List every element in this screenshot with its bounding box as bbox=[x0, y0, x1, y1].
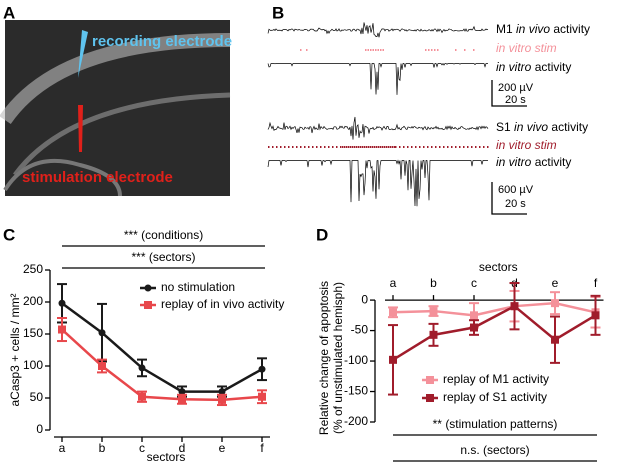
y-tick-label: 150 bbox=[23, 326, 43, 340]
x-tick-label: a bbox=[59, 441, 66, 455]
y-axis-label: (% of unstimulated hemisph) bbox=[331, 282, 345, 434]
legend-label: replay of S1 activity bbox=[443, 390, 547, 404]
scale-label: 20 s bbox=[505, 198, 526, 210]
series-line bbox=[61, 328, 263, 402]
marker bbox=[591, 311, 600, 320]
y-axis-label: aCasp3 + cells / mm² bbox=[8, 293, 22, 406]
y-axis-label: Relative change of apoptosis bbox=[317, 281, 331, 435]
marker bbox=[551, 299, 559, 308]
scale-label: 20 s bbox=[505, 94, 526, 106]
x-tick-label: a bbox=[390, 276, 397, 290]
legend-label: no stimulation bbox=[161, 280, 235, 294]
marker bbox=[551, 335, 559, 344]
marker bbox=[58, 299, 66, 307]
trace bbox=[267, 22, 489, 38]
x-tick-label: c bbox=[471, 276, 477, 290]
annotation: *** (conditions) bbox=[124, 228, 203, 242]
x-tick-label: f bbox=[594, 276, 598, 290]
cortex bbox=[0, 33, 231, 125]
annotation: ** (stimulation patterns) bbox=[433, 417, 558, 431]
x-axis-label: sectors bbox=[479, 260, 518, 274]
trace bbox=[267, 159, 488, 207]
panel-letter: B bbox=[272, 3, 284, 22]
trace-label: in vitro activity bbox=[496, 60, 571, 74]
marker bbox=[389, 355, 397, 364]
y-tick-label: -100 bbox=[344, 353, 368, 367]
marker bbox=[389, 308, 397, 317]
x-tick-label: b bbox=[430, 276, 437, 290]
scale-bar bbox=[491, 80, 527, 107]
marker bbox=[138, 364, 146, 372]
panel-letter: C bbox=[3, 225, 15, 244]
y-tick-label: 200 bbox=[23, 294, 43, 308]
x-axis-label: sectors bbox=[147, 450, 186, 462]
x-tick-label: b bbox=[99, 441, 106, 455]
hippocampus bbox=[3, 158, 122, 197]
y-tick-label: 0 bbox=[36, 422, 43, 436]
series-line bbox=[61, 302, 263, 393]
marker bbox=[218, 388, 226, 396]
annotation: *** (sectors) bbox=[131, 250, 195, 264]
trace-label: in vitro stim bbox=[496, 138, 557, 152]
marker bbox=[178, 395, 186, 404]
annotation: n.s. (sectors) bbox=[460, 443, 529, 457]
y-tick-label: 100 bbox=[23, 358, 43, 372]
marker bbox=[98, 329, 106, 337]
x-tick-label: e bbox=[552, 276, 559, 290]
trace-label: M1 in vivo activity bbox=[496, 22, 590, 36]
marker bbox=[429, 307, 438, 316]
marker bbox=[258, 392, 266, 401]
trace-label: in vitro activity bbox=[496, 155, 571, 169]
scale-bar bbox=[491, 182, 527, 215]
y-tick-label: 250 bbox=[23, 262, 43, 276]
marker bbox=[58, 325, 66, 334]
marker bbox=[510, 302, 519, 311]
trace-label: S1 in vivo activity bbox=[496, 120, 588, 134]
white-matter bbox=[12, 92, 231, 177]
x-tick-label: d bbox=[179, 441, 186, 455]
y-tick-label: 0 bbox=[361, 292, 368, 306]
marker bbox=[218, 395, 226, 404]
y-tick-label: -150 bbox=[344, 384, 368, 398]
stimulation-electrode bbox=[78, 105, 83, 152]
y-tick-label: -200 bbox=[344, 414, 368, 428]
label: stimulation electrode bbox=[22, 169, 173, 186]
legend-label: replay of M1 activity bbox=[443, 372, 549, 386]
marker bbox=[470, 323, 478, 332]
panel-letter: D bbox=[316, 225, 328, 244]
x-tick-label: f bbox=[260, 441, 264, 455]
x-tick-label: c bbox=[139, 441, 145, 455]
scale-label: 200 µV bbox=[498, 82, 534, 94]
y-tick-label: 50 bbox=[30, 390, 44, 404]
legend-marker bbox=[426, 376, 434, 384]
marker bbox=[429, 330, 438, 339]
recording-electrode bbox=[78, 30, 88, 78]
legend-label: replay of in vivo activity bbox=[161, 297, 284, 311]
scale-label: 600 µV bbox=[498, 184, 534, 196]
legend-marker bbox=[426, 394, 434, 402]
legend-marker bbox=[144, 284, 152, 292]
x-tick-label: e bbox=[219, 441, 226, 455]
y-tick-label: -50 bbox=[351, 323, 369, 337]
marker bbox=[98, 362, 106, 370]
trace bbox=[267, 62, 488, 95]
trace-label: in vitro stim bbox=[496, 41, 557, 55]
marker bbox=[258, 365, 266, 373]
brain-image bbox=[0, 20, 231, 197]
series-line bbox=[392, 304, 597, 361]
marker bbox=[178, 388, 186, 396]
label: recording electrode bbox=[92, 33, 232, 50]
marker bbox=[138, 392, 146, 401]
marker bbox=[470, 311, 478, 320]
legend-marker bbox=[144, 301, 152, 309]
series-line bbox=[392, 301, 596, 317]
trace bbox=[267, 116, 489, 140]
panel-letter: A bbox=[3, 3, 15, 22]
